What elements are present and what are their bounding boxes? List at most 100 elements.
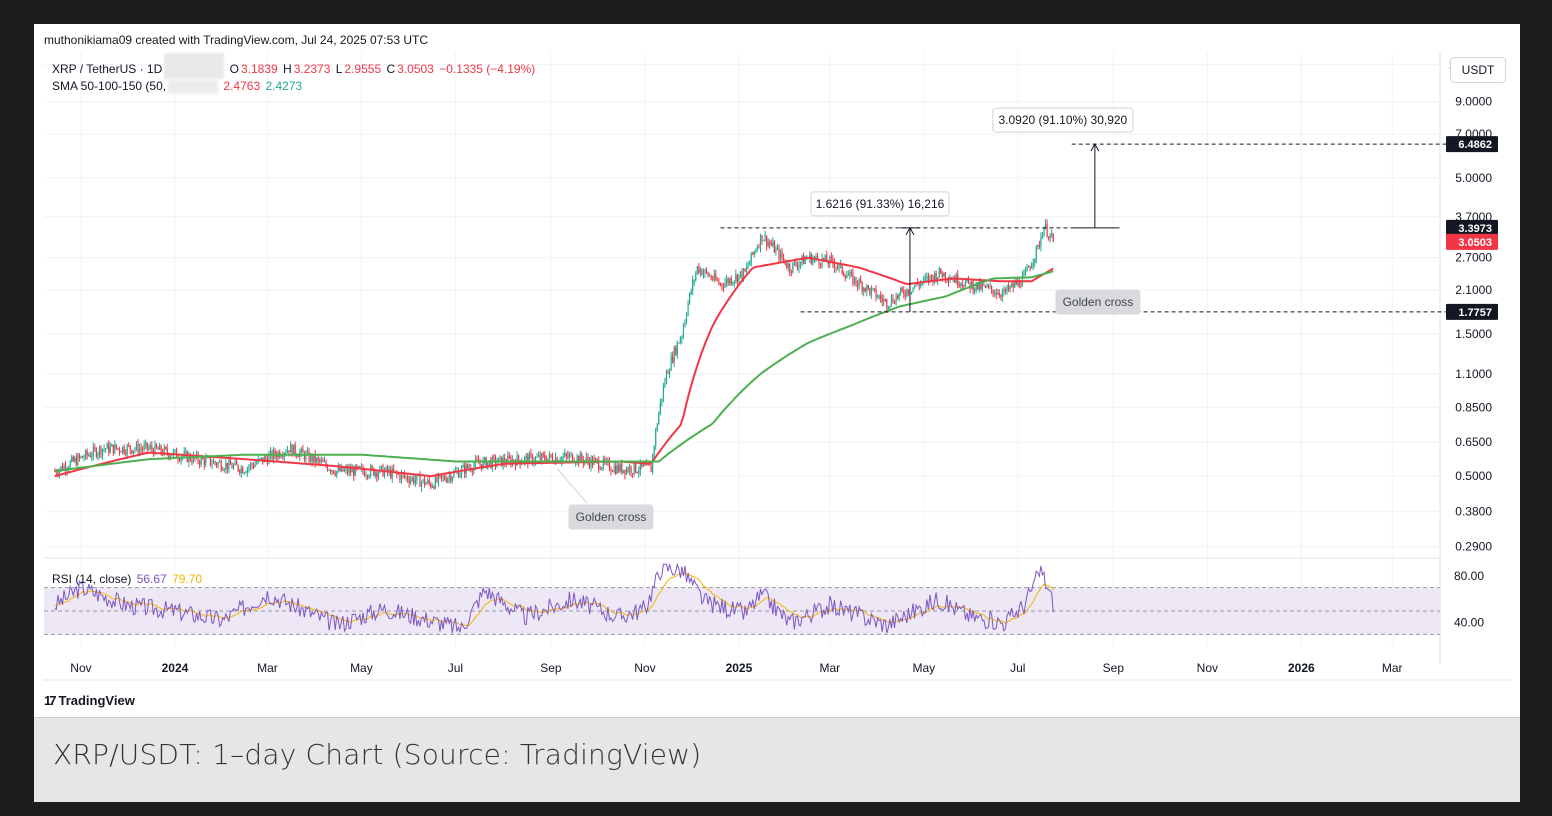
candle-body xyxy=(317,458,319,460)
candle-body xyxy=(453,471,455,478)
candle-body xyxy=(770,243,772,246)
candle-body xyxy=(437,474,440,482)
candle-body xyxy=(632,473,634,475)
candle-body xyxy=(619,463,621,472)
candle-body xyxy=(183,451,185,457)
candle-body xyxy=(567,455,569,458)
candle-body xyxy=(240,467,242,473)
candle-body xyxy=(975,282,977,290)
measure-label: 1.6216 (91.33%) 16,216 xyxy=(816,197,945,211)
candle-body xyxy=(836,267,839,269)
candle-body xyxy=(131,449,133,454)
candle-body xyxy=(709,275,711,277)
candle-body xyxy=(303,452,306,460)
y-tick-label: 0.2900 xyxy=(1455,540,1492,554)
candle-body xyxy=(1018,279,1020,287)
candle-body xyxy=(858,279,860,286)
sma50-value: 2.4763 xyxy=(223,79,261,93)
candle-body xyxy=(146,442,148,449)
candle-body xyxy=(83,457,85,459)
candle-body xyxy=(907,289,910,294)
candle-body xyxy=(615,466,617,474)
candle-body xyxy=(926,276,928,278)
y-tick-label: 1.1000 xyxy=(1455,367,1492,381)
candle-body xyxy=(815,255,817,258)
candle-body xyxy=(485,457,487,468)
candle-body xyxy=(416,475,418,481)
candle-body xyxy=(151,445,153,450)
candle-body xyxy=(1009,286,1011,290)
candle-body xyxy=(864,287,866,292)
candle-body xyxy=(644,464,646,466)
candle-body xyxy=(630,466,632,474)
candle-body xyxy=(727,278,729,284)
candle-body xyxy=(354,465,356,476)
sma-legend[interactable]: SMA 50-100-150 (50, 2.4763 2.4273 xyxy=(52,79,304,94)
candle-body xyxy=(314,454,316,463)
candle-body xyxy=(783,257,785,260)
candle-body xyxy=(202,457,204,460)
candle-body xyxy=(547,458,549,463)
candle-body xyxy=(342,466,344,472)
candle-body xyxy=(653,446,655,455)
candle-body xyxy=(954,278,956,283)
candle-body xyxy=(773,242,775,253)
candle-body xyxy=(237,464,239,471)
candle-body xyxy=(856,283,859,286)
candle-body xyxy=(639,463,641,472)
candle-body xyxy=(215,463,218,466)
candle-body xyxy=(444,476,446,480)
candle-body xyxy=(308,451,310,462)
candle-body xyxy=(108,443,110,453)
candle-body xyxy=(781,251,783,258)
candle-body xyxy=(843,273,845,276)
y-tick-label: 5.0000 xyxy=(1455,171,1492,185)
candle-body xyxy=(282,456,284,458)
high-label: H xyxy=(283,62,292,77)
candle-body xyxy=(462,465,464,468)
tradingview-logo[interactable]: 17 TradingView xyxy=(44,693,135,708)
candle-body xyxy=(827,262,829,265)
candle-body xyxy=(1012,283,1014,288)
candle-body xyxy=(430,483,432,488)
candle-body xyxy=(326,465,329,471)
rsi-legend[interactable]: RSI (14, close) 56.67 79.70 xyxy=(52,572,204,586)
candle-body xyxy=(383,470,386,477)
candle-body xyxy=(596,459,598,461)
candle-body xyxy=(274,450,276,456)
candle-body xyxy=(678,342,680,344)
candle-body xyxy=(941,273,943,277)
candle-body xyxy=(165,447,167,449)
candle-body xyxy=(707,272,709,277)
candle-body xyxy=(983,284,985,286)
x-tick-label: Sep xyxy=(540,661,562,675)
candle-body xyxy=(906,289,908,296)
candle-body xyxy=(687,303,689,315)
rsi-label: RSI (14, close) xyxy=(52,572,132,586)
price-legend: XRP / TetherUS · 1D O 3.1839 H 3.2373 L 2.9… xyxy=(52,53,537,79)
candle-body xyxy=(672,356,674,363)
candle-body xyxy=(978,281,980,289)
x-tick-label: 2024 xyxy=(162,661,189,675)
candle-body xyxy=(393,468,395,472)
candle-body xyxy=(1027,266,1030,268)
candle-body xyxy=(766,235,768,246)
candle-body xyxy=(346,467,349,473)
candle-body xyxy=(490,460,492,468)
candle-body xyxy=(713,273,715,280)
candle-body xyxy=(648,464,651,466)
currency-button[interactable]: USDT xyxy=(1450,57,1506,83)
candle-body xyxy=(898,293,900,298)
symbol-label[interactable]: XRP / TetherUS · 1D xyxy=(52,62,163,77)
candle-body xyxy=(571,453,574,462)
candle-body xyxy=(920,282,922,287)
candle-body xyxy=(252,465,255,468)
candle-body xyxy=(356,465,358,468)
candle-body xyxy=(901,288,903,291)
x-tick-label: 2026 xyxy=(1288,661,1315,675)
candle-body xyxy=(263,456,265,463)
price-chart[interactable]: 12.00009.00007.00005.00003.70002.70002.1… xyxy=(34,24,1520,717)
candle-body xyxy=(72,456,74,462)
price-tag: 1.7757 xyxy=(1458,307,1492,319)
candle-body xyxy=(504,458,506,463)
